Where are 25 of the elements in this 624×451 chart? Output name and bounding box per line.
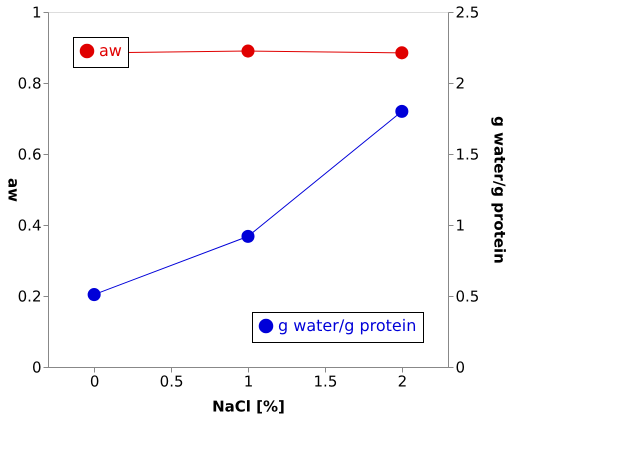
y-tick-label: 0.4 bbox=[18, 216, 42, 234]
legend-label: g water/g protein bbox=[278, 316, 416, 335]
x-tick-label: 1 bbox=[244, 372, 254, 390]
y2-tick-label: 1.5 bbox=[456, 146, 480, 164]
x-tick-label: 0.5 bbox=[160, 372, 184, 390]
y-tick-label: 1 bbox=[32, 4, 42, 22]
y-tick-label: 0 bbox=[32, 358, 42, 376]
x-tick-label: 2 bbox=[398, 372, 408, 390]
y2-tick-label: 2 bbox=[456, 74, 466, 92]
point bbox=[88, 288, 101, 302]
y2-tick-label: 1 bbox=[456, 216, 466, 234]
point bbox=[395, 104, 408, 118]
x-tick-label: 1.5 bbox=[313, 372, 338, 390]
y-tick-label: 0.2 bbox=[18, 288, 42, 306]
x-tick-label: 0 bbox=[90, 372, 100, 390]
y2-tick-label: 2.5 bbox=[456, 4, 480, 22]
y2-tick-label: 0 bbox=[456, 358, 466, 376]
point bbox=[241, 230, 255, 243]
y-tick-label: 0.8 bbox=[18, 74, 42, 92]
y2-tick-label: 0.5 bbox=[456, 288, 480, 306]
y2-axis-title: g water/g protein bbox=[490, 116, 508, 264]
y-axis-title: aw bbox=[4, 178, 23, 202]
y-tick-label: 0.6 bbox=[18, 146, 42, 164]
x-axis-title: NaCl [%] bbox=[212, 398, 285, 416]
legend-label: aw bbox=[99, 41, 122, 60]
